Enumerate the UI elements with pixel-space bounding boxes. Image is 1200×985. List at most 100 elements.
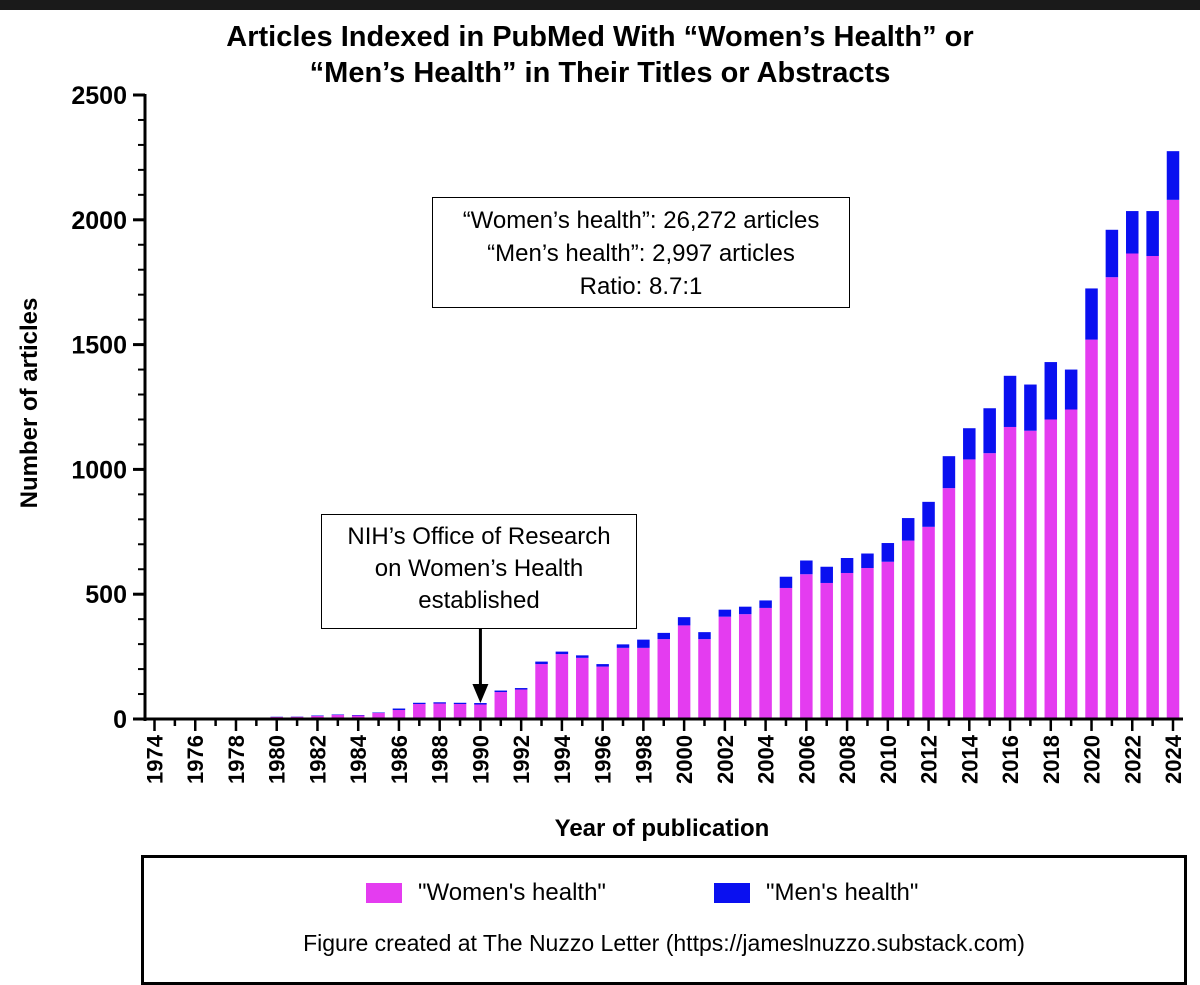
- bar-men-2009: [861, 554, 874, 568]
- bar-men-2008: [841, 558, 854, 573]
- nih-event-annotation-box: NIH’s Office of Research on Women’s Heal…: [321, 514, 637, 629]
- x-tick-label-1984: 1984: [346, 734, 371, 784]
- bar-women-1991: [495, 692, 508, 719]
- bar-women-2000: [678, 625, 691, 719]
- bar-women-2011: [902, 541, 915, 719]
- bar-men-2013: [943, 456, 956, 488]
- bar-women-2004: [759, 608, 772, 719]
- x-tick-label-2016: 2016: [998, 735, 1023, 784]
- bar-men-1993: [535, 662, 548, 664]
- bar-women-2005: [780, 588, 793, 719]
- event-line-3: established: [322, 585, 636, 617]
- bar-women-2015: [983, 453, 996, 719]
- x-tick-label-1988: 1988: [428, 735, 453, 784]
- x-tick-label-1978: 1978: [224, 735, 249, 784]
- bar-men-1998: [637, 640, 650, 648]
- bar-men-2021: [1106, 230, 1119, 277]
- bar-men-1990: [474, 703, 487, 704]
- x-tick-label-2012: 2012: [917, 735, 942, 784]
- bar-men-2023: [1146, 211, 1159, 256]
- bar-men-1999: [658, 633, 671, 639]
- bar-women-2001: [698, 639, 711, 719]
- figure-credit: Figure created at The Nuzzo Letter (http…: [144, 930, 1184, 957]
- bar-women-2002: [719, 617, 732, 719]
- bar-women-1998: [637, 648, 650, 719]
- x-tick-label-1974: 1974: [143, 734, 168, 784]
- x-axis-label: Year of publication: [400, 815, 924, 843]
- legend-box: "Women's health" "Men's health" Figure c…: [141, 855, 1187, 985]
- y-tick-label-2000: 2000: [71, 207, 127, 235]
- x-tick-label-2014: 2014: [957, 734, 982, 784]
- bar-women-2018: [1045, 419, 1058, 719]
- bar-women-2024: [1167, 200, 1180, 719]
- bar-men-1989: [454, 703, 467, 704]
- bar-women-1990: [474, 705, 487, 719]
- bar-women-2019: [1065, 409, 1078, 719]
- bar-men-2011: [902, 518, 915, 540]
- x-tick-label-1986: 1986: [387, 735, 412, 784]
- bar-women-2010: [882, 562, 895, 719]
- y-tick-label-1500: 1500: [71, 332, 127, 360]
- bar-men-2022: [1126, 211, 1139, 253]
- y-tick-label-1000: 1000: [71, 456, 127, 484]
- bar-women-2022: [1126, 253, 1139, 719]
- x-tick-label-2006: 2006: [794, 735, 819, 784]
- bar-men-2014: [963, 428, 976, 459]
- bar-women-2006: [800, 574, 813, 719]
- x-tick-label-2018: 2018: [1039, 735, 1064, 784]
- bar-men-1988: [433, 702, 446, 703]
- x-tick-label-2010: 2010: [876, 735, 901, 784]
- legend-item-men: "Men's health": [714, 878, 918, 908]
- stats-women-count: “Women’s health”: 26,272 articles: [433, 204, 849, 237]
- bar-women-1997: [617, 648, 630, 719]
- x-tick-label-1976: 1976: [183, 735, 208, 784]
- bar-women-2009: [861, 568, 874, 719]
- stats-men-count: “Men’s health”: 2,997 articles: [433, 237, 849, 270]
- bar-women-1988: [433, 704, 446, 719]
- bar-men-2010: [882, 543, 895, 562]
- bar-women-2012: [922, 527, 935, 719]
- event-arrow-head: [472, 684, 488, 703]
- y-tick-label-0: 0: [113, 706, 127, 734]
- bar-women-2007: [820, 583, 833, 719]
- bar-men-1992: [515, 688, 528, 689]
- chart-title-line-2: “Men’s Health” in Their Titles or Abstra…: [45, 56, 1155, 90]
- bar-men-2017: [1024, 385, 1037, 431]
- y-tick-label-500: 500: [85, 581, 127, 609]
- stats-annotation-box: “Women’s health”: 26,272 articles “Men’s…: [432, 197, 850, 308]
- bar-men-1996: [596, 664, 609, 666]
- legend-item-women: "Women's health": [366, 878, 606, 908]
- x-tick-label-2022: 2022: [1120, 735, 1145, 784]
- x-tick-label-2008: 2008: [835, 735, 860, 784]
- bar-men-2007: [820, 567, 833, 583]
- bar-women-2020: [1085, 340, 1098, 719]
- y-axis-label: Number of articles: [16, 298, 44, 509]
- bar-men-2016: [1004, 376, 1017, 427]
- bar-men-1991: [495, 691, 508, 692]
- bar-women-2014: [963, 459, 976, 719]
- legend-swatch-women: [366, 883, 402, 903]
- event-line-1: NIH’s Office of Research: [322, 521, 636, 553]
- x-tick-label-2020: 2020: [1080, 735, 1105, 784]
- bar-women-2021: [1106, 277, 1119, 719]
- bar-men-1986: [393, 709, 406, 710]
- bar-women-1992: [515, 690, 528, 719]
- event-line-2: on Women’s Health: [322, 553, 636, 585]
- bar-women-2008: [841, 573, 854, 719]
- bar-men-2020: [1085, 288, 1098, 339]
- bar-women-2016: [1004, 427, 1017, 719]
- bar-women-1999: [658, 639, 671, 719]
- x-tick-label-1992: 1992: [509, 735, 534, 784]
- bar-men-2015: [983, 408, 996, 453]
- bar-men-2018: [1045, 362, 1058, 419]
- bar-men-1987: [413, 703, 426, 704]
- x-tick-label-1982: 1982: [305, 735, 330, 784]
- x-tick-label-1994: 1994: [550, 734, 575, 784]
- bar-men-2003: [739, 607, 752, 614]
- bar-women-2017: [1024, 431, 1037, 719]
- chart-title-line-1: Articles Indexed in PubMed With “Women’s…: [45, 20, 1155, 54]
- bar-women-1996: [596, 667, 609, 719]
- bar-men-1995: [576, 655, 589, 657]
- x-tick-label-2024: 2024: [1161, 734, 1186, 784]
- bar-men-2005: [780, 577, 793, 588]
